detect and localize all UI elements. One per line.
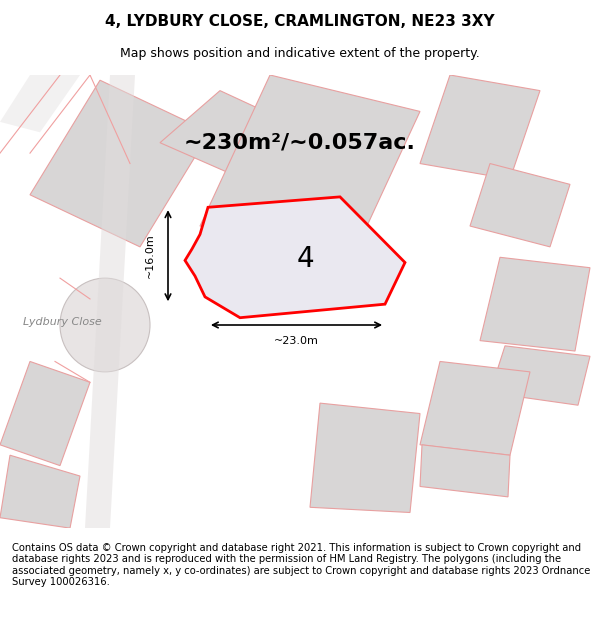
- Text: ~230m²/~0.057ac.: ~230m²/~0.057ac.: [184, 132, 416, 152]
- Circle shape: [60, 278, 150, 372]
- Polygon shape: [185, 197, 405, 318]
- Text: ~16.0m: ~16.0m: [145, 233, 155, 278]
- Text: Map shows position and indicative extent of the property.: Map shows position and indicative extent…: [120, 48, 480, 61]
- Polygon shape: [85, 75, 135, 528]
- Polygon shape: [480, 258, 590, 351]
- Text: ~23.0m: ~23.0m: [274, 336, 319, 346]
- Polygon shape: [310, 403, 420, 512]
- Text: 4: 4: [296, 246, 314, 273]
- Text: 4, LYDBURY CLOSE, CRAMLINGTON, NE23 3XY: 4, LYDBURY CLOSE, CRAMLINGTON, NE23 3XY: [105, 14, 495, 29]
- Polygon shape: [0, 455, 80, 528]
- Text: Lydbury Close: Lydbury Close: [23, 317, 101, 327]
- Polygon shape: [420, 361, 530, 455]
- Polygon shape: [160, 91, 310, 184]
- Polygon shape: [0, 75, 80, 132]
- Polygon shape: [490, 346, 590, 405]
- Polygon shape: [200, 75, 420, 262]
- Polygon shape: [470, 164, 570, 247]
- Polygon shape: [420, 75, 540, 179]
- Polygon shape: [0, 361, 90, 466]
- Text: Contains OS data © Crown copyright and database right 2021. This information is : Contains OS data © Crown copyright and d…: [12, 542, 590, 588]
- Polygon shape: [30, 80, 210, 247]
- Polygon shape: [420, 445, 510, 497]
